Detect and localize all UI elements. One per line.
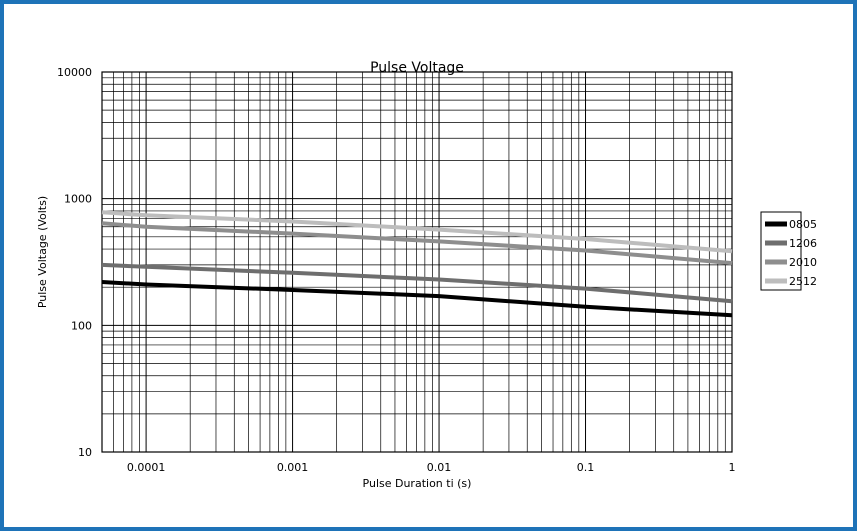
x-tick-label: 0.001	[277, 461, 309, 474]
y-axis-title: Pulse Voltage (Volts)	[36, 196, 49, 308]
x-tick-label: 0.1	[577, 461, 595, 474]
series-line-0805	[101, 280, 733, 318]
y-tick-label: 100	[71, 319, 92, 332]
x-tick-label: 0.01	[427, 461, 452, 474]
plot-area	[101, 71, 733, 453]
x-axis-title: Pulse Duration ti (s)	[363, 477, 472, 490]
y-tick-label: 1000	[64, 193, 92, 206]
tick-labels: 0.0001 0.001 0.01 0.1 1 10 100 1000 10000	[57, 66, 736, 474]
series-line-2512	[101, 210, 733, 254]
series-line-2010	[101, 221, 733, 266]
legend-label-0805: 0805	[789, 218, 817, 231]
legend-label-1206: 1206	[789, 237, 817, 250]
grid	[101, 72, 732, 453]
legend-label-2010: 2010	[789, 256, 817, 269]
x-tick-label: 0.0001	[127, 461, 166, 474]
x-tick-label: 1	[729, 461, 736, 474]
y-tick-label: 10	[78, 446, 92, 459]
y-tick-label: 10000	[57, 66, 92, 79]
chart-title: Pulse Voltage	[370, 60, 464, 76]
series-line-1206	[101, 262, 733, 304]
series-group	[101, 210, 733, 318]
legend: 0805 1206 2010 2512	[760, 211, 817, 291]
legend-label-2512: 2512	[789, 275, 817, 288]
